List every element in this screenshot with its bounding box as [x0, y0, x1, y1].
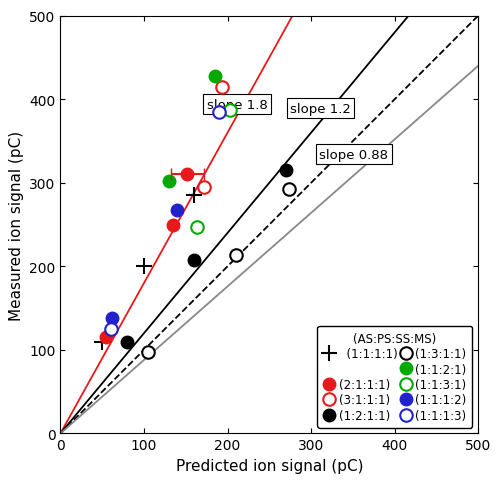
Y-axis label: Measured ion signal (pC): Measured ion signal (pC) — [8, 130, 24, 320]
Legend:   (1:1:1:1), , (2:1:1:1), (3:1:1:1), (1:2:1:1), (1:3:1:1), (1:1:2:1), (1:1:3:1),: (1:1:1:1), , (2:1:1:1), (3:1:1:1), (1:2:… — [318, 326, 472, 428]
Text: slope 1.8: slope 1.8 — [206, 98, 268, 111]
Text: slope 0.88: slope 0.88 — [320, 149, 388, 161]
X-axis label: Predicted ion signal (pC): Predicted ion signal (pC) — [176, 458, 363, 473]
Text: slope 1.2: slope 1.2 — [290, 103, 351, 116]
